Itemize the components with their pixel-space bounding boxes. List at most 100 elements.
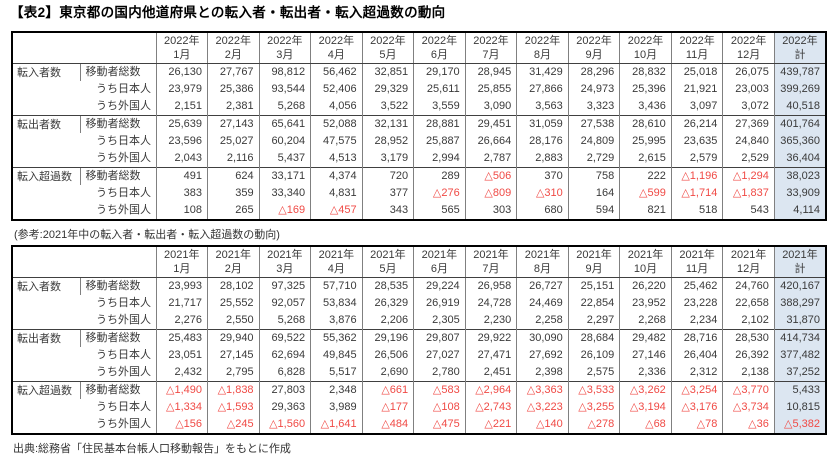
value-cell: 28,296 [567,63,620,81]
table-row: うち日本人 23,051 27,145 62,694 49,845 26,506 27,02… [12,347,826,364]
year-label: 2021年 [267,249,303,261]
value-cell: △221 [464,416,517,434]
column-header-month: 2022年 6月 [413,32,466,64]
value-cell: △278 [567,416,620,434]
table-row: うち外国人 108 265 △169 △457 343 565 303 680 594 821 518… [12,202,826,220]
value-cell-total: 37,252 [773,364,826,382]
value-cell: 25,386 [207,81,260,98]
year-label: 2021年 [215,249,252,261]
month-label: 計 [794,263,806,275]
value-cell: 26,727 [516,277,569,295]
value-cell: 2,381 [207,98,260,116]
value-cell: 2,206 [361,312,414,330]
value-cell: 26,109 [567,347,620,364]
value-cell: △276 [413,185,466,202]
value-cell: △3,194 [619,399,672,416]
value-cell-total: 10,815 [773,399,826,416]
table-row: 転出者数 移動者総数 25,639 27,143 65,641 52,088 32,131 2… [12,115,826,168]
month-label: 7月 [482,263,500,275]
value-cell: △3,262 [619,381,672,399]
value-cell: 24,840 [722,133,775,150]
value-cell: △506 [464,167,517,185]
value-cell: 26,220 [619,277,672,295]
value-cell: 3,876 [310,312,363,330]
year-label: 2022年 [267,35,303,47]
value-cell: 3,989 [310,399,363,416]
value-cell: 26,404 [670,347,723,364]
year-label: 2022年 [679,35,715,47]
value-cell: 27,146 [619,347,672,364]
value-cell: △1,641 [310,416,363,434]
month-label: 2月 [224,263,242,275]
year-label: 2021年 [679,249,715,261]
value-cell: 2,116 [207,150,260,168]
value-cell: 29,329 [361,81,414,98]
row-sublabel: うち外国人 [96,418,151,430]
value-cell: △2,743 [464,399,517,416]
row-sublabel: うち日本人 [96,349,151,361]
column-header-month: 2021年 9月 [567,246,620,278]
value-cell-total: 38,023 [773,167,826,185]
value-cell: 2,883 [516,150,569,168]
value-cell: 25,611 [413,81,466,98]
value-cell: 29,196 [361,329,414,347]
value-cell: △661 [361,381,414,399]
value-cell: 3,559 [413,98,466,116]
value-cell: 2,787 [464,150,517,168]
value-cell: 25,995 [619,133,672,150]
value-cell: 69,522 [258,329,311,347]
column-header-month: 2021年 6月 [413,246,466,278]
month-label: 4月 [327,49,345,61]
value-cell: 28,530 [722,329,775,347]
value-cell: △78 [670,416,723,434]
row-sublabel: 移動者総数 [79,115,156,133]
value-cell: 29,224 [413,277,466,295]
value-cell: 29,922 [464,329,517,347]
column-header-month: 2021年 7月 [464,246,517,278]
value-cell: 27,027 [413,347,466,364]
value-cell: △169 [258,202,311,220]
value-cell: 29,482 [619,329,672,347]
value-cell: 6,828 [258,364,311,382]
value-cell: 377 [361,185,414,202]
value-cell: △475 [413,416,466,434]
row-group-label: 転入超過数 [12,167,80,220]
value-cell: 3,323 [567,98,620,116]
value-cell: △3,176 [670,399,723,416]
month-label: 10月 [633,263,658,275]
value-cell: △140 [516,416,569,434]
year-label: 2021年 [627,249,664,261]
year-label: 2022年 [782,35,818,47]
year-label: 2021年 [524,249,561,261]
table-row: うち日本人 23,596 25,027 60,204 47,575 28,952 25,88… [12,133,826,150]
table-row: 転出者数 移動者総数 25,483 29,940 69,522 55,362 29,196 2… [12,329,826,382]
value-cell: 3,097 [670,98,723,116]
year-label: 2022年 [473,35,509,47]
month-label: 4月 [327,263,345,275]
value-cell: 93,544 [258,81,311,98]
value-cell: 26,958 [464,277,517,295]
table-row: うち外国人 2,043 2,116 5,437 4,513 3,179 2,994 2,787… [12,150,826,168]
value-cell: 27,369 [722,115,775,133]
column-header-month: 2022年 3月 [258,32,311,64]
column-header-month: 2022年 10月 [619,32,672,64]
value-cell: △245 [207,416,260,434]
value-cell: 98,812 [258,63,311,81]
column-header-month: 2021年 1月 [155,246,208,278]
page-title: 【表2】東京都の国内他道府県との転入者・転出者・転入超過数の動向 [10,5,446,20]
table-row: うち日本人 383 359 33,340 4,831 377 △276 △809 △310 164… [12,185,826,202]
value-cell: 21,921 [670,81,723,98]
value-cell: 2,398 [516,364,569,382]
value-cell-total: 36,404 [773,150,826,168]
value-cell: 28,610 [619,115,672,133]
value-cell: 2,268 [619,312,672,330]
year-label: 2021年 [318,249,355,261]
value-cell: 49,845 [310,347,363,364]
value-cell: 2,312 [670,364,723,382]
month-label: 11月 [685,263,709,275]
month-label: 8月 [533,49,552,61]
value-cell: 29,170 [413,63,466,81]
value-cell: 28,952 [361,133,414,150]
value-cell: 24,760 [722,277,775,295]
row-sublabel: うち日本人 [96,135,151,147]
